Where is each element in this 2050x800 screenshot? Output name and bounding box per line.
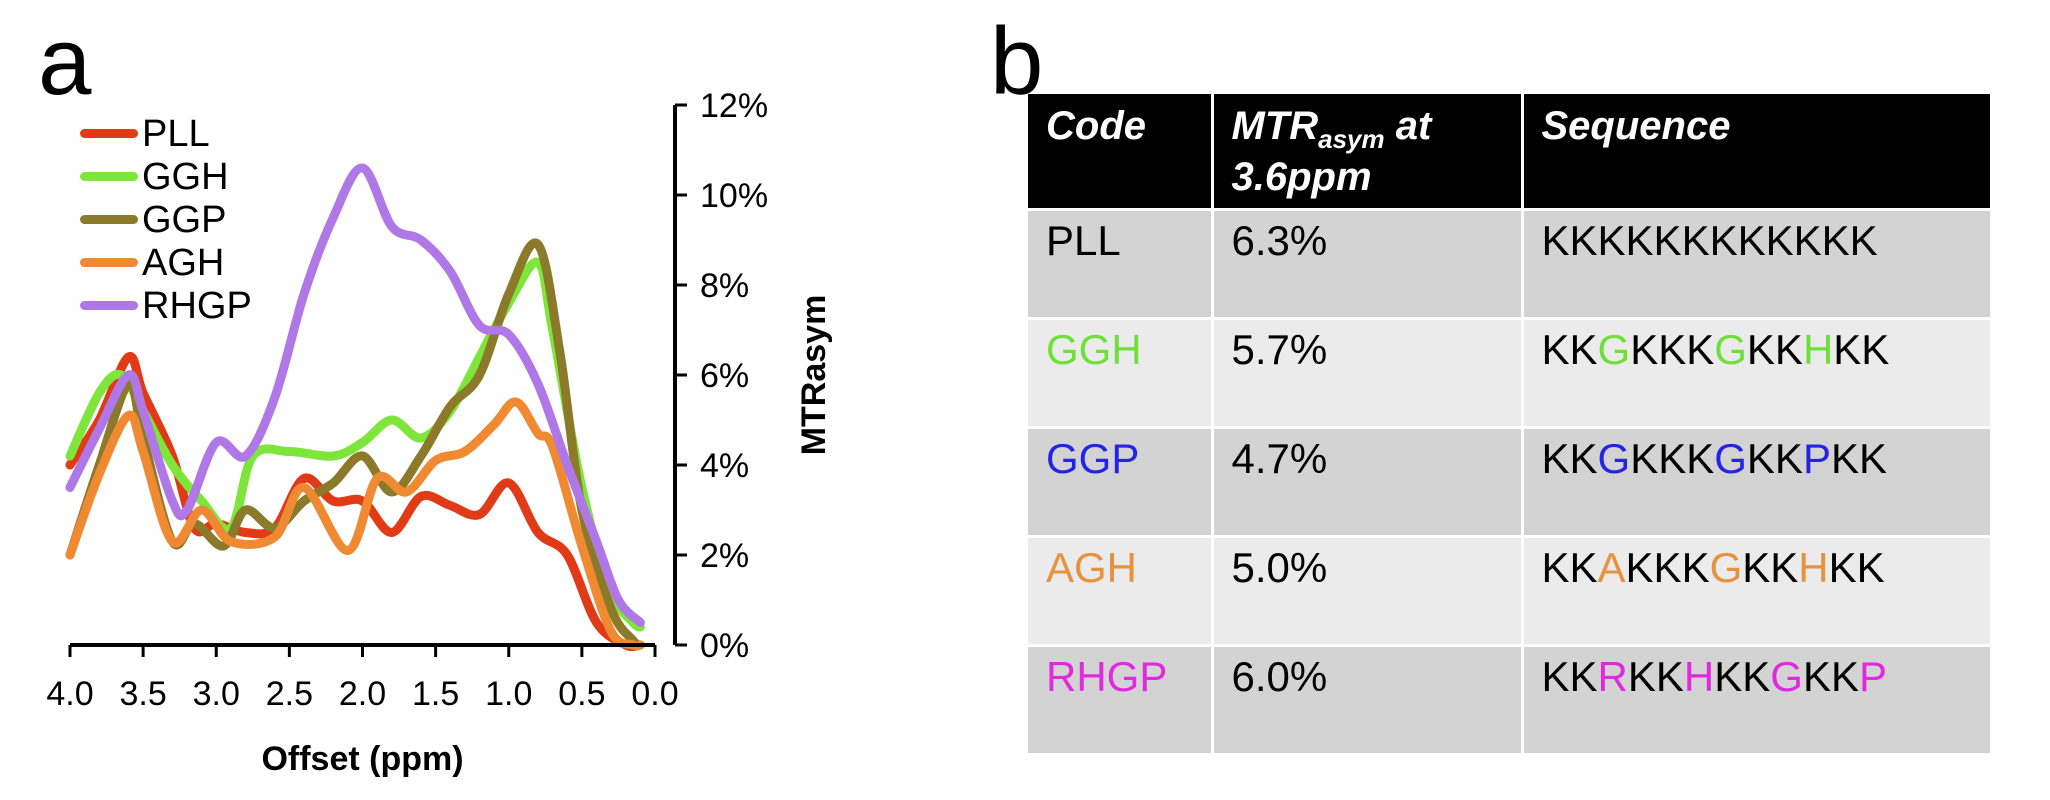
legend-swatch (80, 215, 138, 224)
series-line-pll (65, 352, 645, 652)
sequence-segment: G (1709, 544, 1743, 591)
sequence-segment: G (1770, 653, 1803, 700)
table-row: GGH 5.7% KKGKKKGKKHKK (1028, 318, 1990, 429)
legend-label: RHGP (142, 284, 252, 327)
y-tick-label: 0% (700, 627, 749, 665)
cell-sequence: KKGKKKGKKPKK (1522, 427, 1990, 538)
cell-mtr-value: 6.3% (1212, 209, 1524, 320)
header-mtr: MTRasym at 3.6ppm (1212, 94, 1524, 211)
x-tick-label: 2.5 (266, 675, 313, 713)
legend-item-rhgp: RHGP (80, 284, 252, 327)
legend-item-agh: AGH (80, 241, 252, 284)
legend-item-ggp: GGP (80, 198, 252, 241)
cell-mtr-value: 6.0% (1212, 645, 1524, 756)
table-row: AGH 5.0% KKAKKKGKKHKK (1028, 536, 1990, 647)
sequence-segment: KK (1714, 653, 1771, 700)
sequence-segment: KK (1742, 544, 1799, 591)
sequence-segment: KK (1541, 326, 1598, 373)
cell-code: RHGP (1028, 645, 1214, 756)
cell-sequence: KKAKKKGKKHKK (1522, 536, 1990, 647)
x-tick-label: 0.0 (631, 675, 678, 713)
table-row: GGP 4.7% KKGKKKGKKPKK (1028, 427, 1990, 538)
sequence-segment: G (1597, 435, 1631, 482)
sequence-segment: KKK (1625, 544, 1710, 591)
chart-legend: PLL GGH GGP AGH RHGP (80, 112, 252, 327)
sequence-segment: P (1802, 435, 1831, 482)
x-tick-label: 1.0 (485, 675, 532, 713)
legend-item-pll: PLL (80, 112, 252, 155)
sequence-segment: KK (1830, 435, 1887, 482)
cell-mtr-value: 5.0% (1212, 536, 1524, 647)
legend-swatch (80, 301, 138, 310)
table-row: RHGP 6.0% KKRKKHKKGKKP (1028, 645, 1990, 756)
table-header-row: Code MTRasym at 3.6ppm Sequence (1028, 94, 1990, 211)
sequence-segment: KK (1833, 326, 1890, 373)
cell-sequence: KKGKKKGKKHKK (1522, 318, 1990, 429)
sequence-segment: A (1597, 544, 1626, 591)
sequence-segment: G (1714, 326, 1747, 373)
sequence-segment: KKKKKKKKKKKK (1541, 217, 1878, 264)
cell-mtr-value: 4.7% (1212, 427, 1524, 538)
cell-code: PLL (1028, 209, 1214, 320)
table-row: PLL 6.3% KKKKKKKKKKKK (1028, 209, 1990, 320)
cell-mtr-value: 5.7% (1212, 318, 1524, 429)
cell-code: AGH (1028, 536, 1214, 647)
sequence-segment: KKK (1630, 435, 1715, 482)
x-tick-label: 1.5 (412, 675, 459, 713)
sequence-segment: H (1683, 653, 1715, 700)
cell-code: GGP (1028, 427, 1214, 538)
y-tick-label: 8% (700, 267, 749, 305)
series-line-agh (65, 397, 645, 651)
sequence-segment: H (1798, 544, 1829, 591)
sequence-segment: KK (1627, 653, 1684, 700)
legend-swatch (80, 258, 138, 267)
x-tick-label: 3.5 (119, 675, 166, 713)
y-tick-label: 12% (700, 87, 768, 125)
legend-label: AGH (142, 241, 225, 284)
cell-code: GGH (1028, 318, 1214, 429)
sequence-segment: KKK (1630, 326, 1715, 373)
sequence-segment: KK (1746, 326, 1803, 373)
legend-label: GGP (142, 198, 227, 241)
legend-swatch (80, 172, 138, 181)
x-tick-label: 0.5 (558, 675, 605, 713)
legend-label: GGH (142, 155, 229, 198)
x-axis-label: Offset (ppm) (261, 740, 463, 778)
panel-label-a: a (38, 8, 92, 115)
sequence-segment: P (1858, 653, 1887, 700)
sequence-segment: R (1597, 653, 1628, 700)
header-code: Code (1028, 94, 1214, 211)
y-tick-label: 4% (700, 447, 749, 485)
x-tick-label: 4.0 (46, 675, 93, 713)
sequence-segment: KK (1541, 544, 1598, 591)
y-tick-label: 10% (700, 177, 768, 215)
sequence-segment: G (1714, 435, 1747, 482)
x-tick-label: 3.0 (193, 675, 240, 713)
mtr-asym-line-chart: 4.0 3.5 3.0 2.5 2.0 1.5 1.0 0.5 0.0 Offset (ppm) 0… (46, 87, 833, 778)
cell-sequence: KKRKKHKKGKKP (1522, 645, 1990, 756)
y-axis-label: MTRasym (795, 295, 833, 456)
sequence-segment: KK (1828, 544, 1885, 591)
y-tick-label: 2% (700, 537, 749, 575)
legend-item-ggh: GGH (80, 155, 252, 198)
sequence-segment: KK (1802, 653, 1859, 700)
header-sequence: Sequence (1522, 94, 1990, 211)
sequence-segment: G (1597, 326, 1631, 373)
panel-label-b: b (990, 8, 1044, 115)
legend-label: PLL (142, 112, 210, 155)
cell-sequence: KKKKKKKKKKKK (1522, 209, 1990, 320)
legend-swatch (80, 129, 138, 138)
sequence-segment: H (1802, 326, 1834, 373)
sequence-segment: KK (1541, 653, 1598, 700)
sequence-segment: KK (1541, 435, 1598, 482)
y-tick-label: 6% (700, 357, 749, 395)
sequence-segment: KK (1746, 435, 1803, 482)
peptide-table: Code MTRasym at 3.6ppm Sequence PLL 6.3% K… (1028, 94, 1990, 756)
series-line-rhgp (65, 163, 645, 627)
x-tick-label: 2.0 (339, 675, 386, 713)
